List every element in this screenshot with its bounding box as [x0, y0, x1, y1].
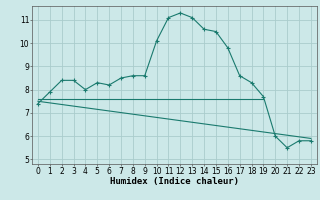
- X-axis label: Humidex (Indice chaleur): Humidex (Indice chaleur): [110, 177, 239, 186]
